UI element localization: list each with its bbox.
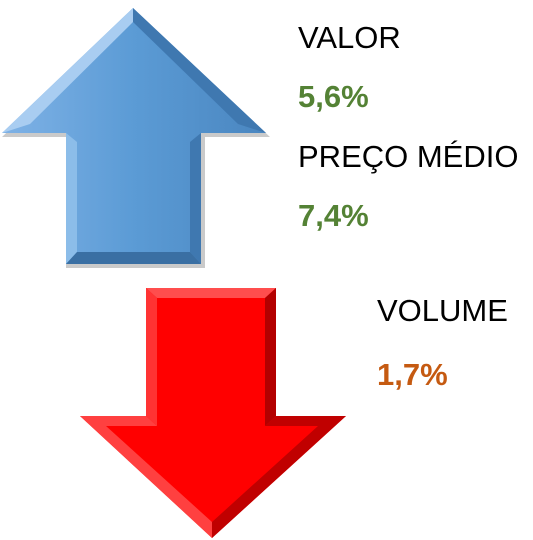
indicator-value: 5,6% <box>298 79 369 114</box>
indicator-label: VALOR <box>298 20 401 55</box>
down-arrow <box>80 288 346 538</box>
indicator-value: 1,7% <box>377 357 448 392</box>
indicator-label: PREÇO MÉDIO <box>298 139 518 174</box>
up-arrow <box>2 8 270 268</box>
indicator-value: 7,4% <box>298 198 369 233</box>
indicator-label: VOLUME <box>377 293 508 328</box>
